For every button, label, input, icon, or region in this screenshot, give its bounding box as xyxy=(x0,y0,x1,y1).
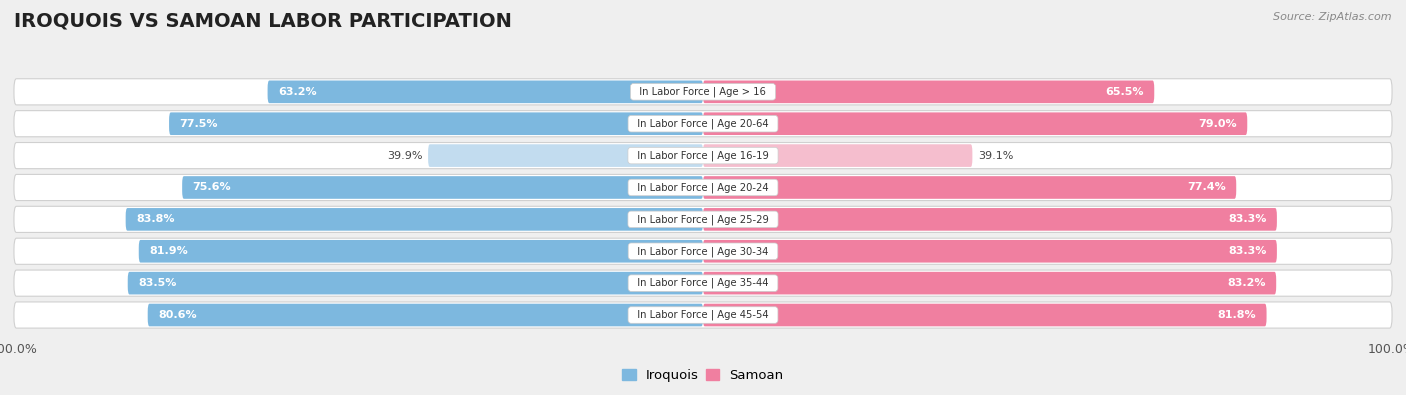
Text: 65.5%: 65.5% xyxy=(1105,87,1144,97)
Text: In Labor Force | Age 45-54: In Labor Force | Age 45-54 xyxy=(631,310,775,320)
FancyBboxPatch shape xyxy=(14,238,1392,264)
FancyBboxPatch shape xyxy=(14,79,1392,105)
Text: In Labor Force | Age 35-44: In Labor Force | Age 35-44 xyxy=(631,278,775,288)
FancyBboxPatch shape xyxy=(703,304,1267,326)
FancyBboxPatch shape xyxy=(183,176,703,199)
FancyBboxPatch shape xyxy=(703,81,1154,103)
Text: In Labor Force | Age > 16: In Labor Force | Age > 16 xyxy=(634,87,772,97)
Text: In Labor Force | Age 20-64: In Labor Force | Age 20-64 xyxy=(631,118,775,129)
Text: In Labor Force | Age 25-29: In Labor Force | Age 25-29 xyxy=(631,214,775,225)
FancyBboxPatch shape xyxy=(14,270,1392,296)
FancyBboxPatch shape xyxy=(148,304,703,326)
FancyBboxPatch shape xyxy=(703,272,1277,294)
FancyBboxPatch shape xyxy=(427,144,703,167)
Text: 79.0%: 79.0% xyxy=(1198,119,1237,129)
FancyBboxPatch shape xyxy=(14,143,1392,169)
Text: 83.5%: 83.5% xyxy=(138,278,176,288)
Text: 83.3%: 83.3% xyxy=(1229,246,1267,256)
FancyBboxPatch shape xyxy=(125,208,703,231)
Text: 81.9%: 81.9% xyxy=(149,246,188,256)
FancyBboxPatch shape xyxy=(14,175,1392,201)
Text: IROQUOIS VS SAMOAN LABOR PARTICIPATION: IROQUOIS VS SAMOAN LABOR PARTICIPATION xyxy=(14,12,512,31)
Text: 77.5%: 77.5% xyxy=(180,119,218,129)
FancyBboxPatch shape xyxy=(703,113,1247,135)
FancyBboxPatch shape xyxy=(128,272,703,294)
FancyBboxPatch shape xyxy=(703,240,1277,263)
Text: 81.8%: 81.8% xyxy=(1218,310,1256,320)
FancyBboxPatch shape xyxy=(14,111,1392,137)
FancyBboxPatch shape xyxy=(169,113,703,135)
Legend: Iroquois, Samoan: Iroquois, Samoan xyxy=(617,364,789,387)
Text: 63.2%: 63.2% xyxy=(278,87,316,97)
FancyBboxPatch shape xyxy=(703,144,973,167)
Text: 80.6%: 80.6% xyxy=(157,310,197,320)
FancyBboxPatch shape xyxy=(703,176,1236,199)
Text: 83.3%: 83.3% xyxy=(1229,214,1267,224)
Text: In Labor Force | Age 20-24: In Labor Force | Age 20-24 xyxy=(631,182,775,193)
Text: 39.1%: 39.1% xyxy=(979,150,1014,161)
Text: In Labor Force | Age 16-19: In Labor Force | Age 16-19 xyxy=(631,150,775,161)
Text: In Labor Force | Age 30-34: In Labor Force | Age 30-34 xyxy=(631,246,775,256)
FancyBboxPatch shape xyxy=(14,302,1392,328)
Text: 83.2%: 83.2% xyxy=(1227,278,1265,288)
FancyBboxPatch shape xyxy=(703,208,1277,231)
Text: 39.9%: 39.9% xyxy=(387,150,423,161)
FancyBboxPatch shape xyxy=(14,206,1392,232)
Text: 75.6%: 75.6% xyxy=(193,182,231,192)
FancyBboxPatch shape xyxy=(139,240,703,263)
Text: 77.4%: 77.4% xyxy=(1187,182,1226,192)
FancyBboxPatch shape xyxy=(267,81,703,103)
Text: Source: ZipAtlas.com: Source: ZipAtlas.com xyxy=(1274,12,1392,22)
Text: 83.8%: 83.8% xyxy=(136,214,174,224)
